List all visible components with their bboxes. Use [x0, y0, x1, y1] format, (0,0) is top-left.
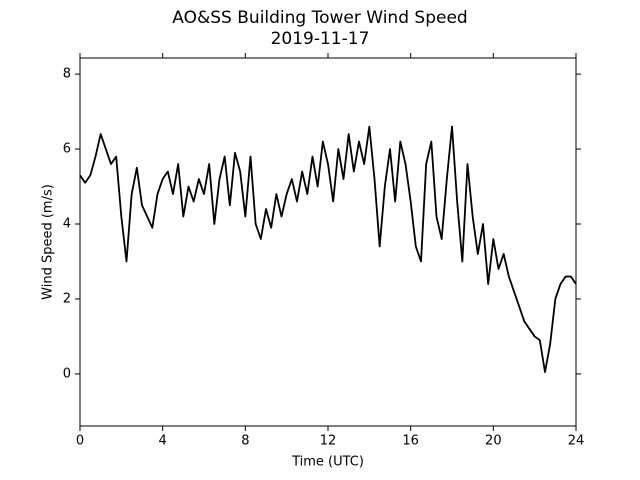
y-axis-label: Wind Speed (m/s): [41, 184, 56, 300]
y-tick-label: 0: [63, 366, 71, 381]
x-tick-label: 16: [402, 434, 419, 449]
chart-subtitle: 2019-11-17: [271, 29, 370, 49]
x-tick-label: 8: [241, 434, 249, 449]
x-tick-label: 24: [568, 434, 585, 449]
x-tick-label: 12: [320, 434, 337, 449]
x-tick-label: 4: [159, 434, 167, 449]
x-tick-label: 20: [485, 434, 502, 449]
plot-frame: [79, 57, 577, 427]
y-tick-label: 8: [63, 67, 71, 82]
x-tick-label: 0: [76, 434, 84, 449]
x-axis-label: Time (UTC): [291, 455, 364, 470]
y-tick-label: 2: [63, 291, 71, 306]
chart-title: AO&SS Building Tower Wind Speed: [172, 8, 467, 28]
data-line: [79, 125, 577, 373]
y-tick-label: 4: [63, 217, 71, 232]
y-tick-label: 6: [63, 142, 71, 157]
